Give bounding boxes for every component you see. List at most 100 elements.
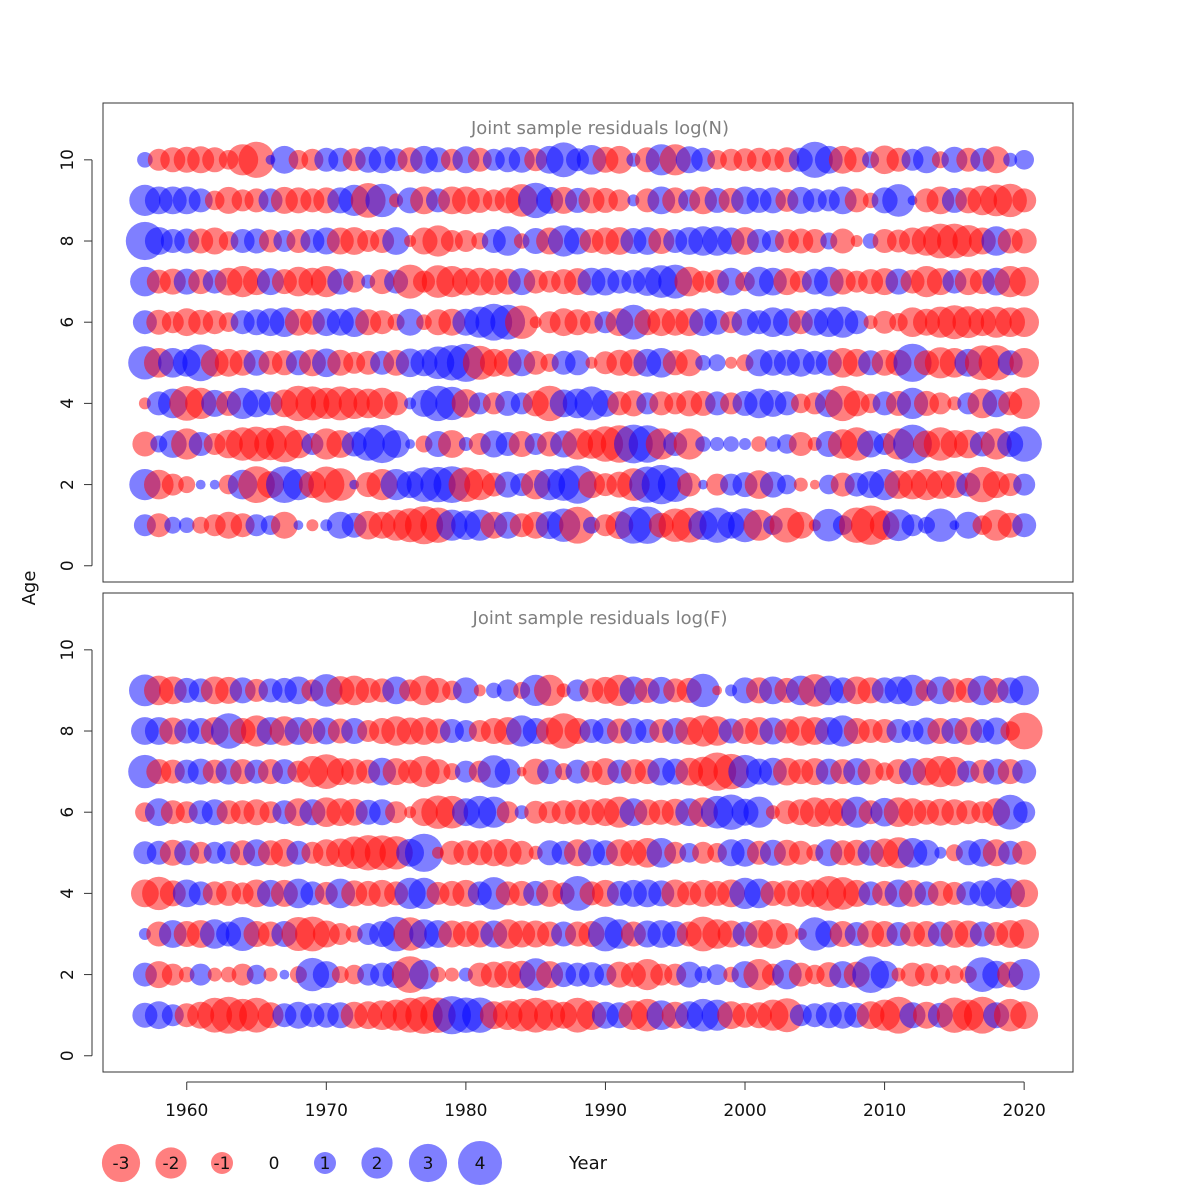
legend-bubble <box>211 1152 233 1174</box>
y-tick-label: 10 <box>58 639 78 661</box>
y-tick-label: 8 <box>58 726 78 737</box>
bubble-age-6-year-1983 <box>496 801 519 824</box>
legend-label: -2 <box>163 1154 180 1174</box>
bubble-age-5-year-1998 <box>708 354 726 372</box>
bubble-age-2-year-1962 <box>207 967 222 982</box>
bubble-age-2-year-1962 <box>209 479 220 490</box>
panel-frame <box>102 102 1074 583</box>
legend-label: -1 <box>214 1154 231 1174</box>
bubble-age-3-year-1971 <box>329 923 352 945</box>
bubble-age-2-year-2015 <box>945 965 964 984</box>
bubble-age-6-year-2010 <box>873 310 897 334</box>
bubble-age-9-year-1986 <box>534 674 566 707</box>
bubble-age-5-year-1997 <box>692 841 715 864</box>
bubble-age-5-year-2014 <box>934 846 947 859</box>
bubble-age-4-year-2008 <box>843 390 870 417</box>
legend-label: 2 <box>372 1154 383 1174</box>
bubble-age-4-year-1975 <box>384 391 409 416</box>
legend-label: 1 <box>320 1154 331 1174</box>
bubble-age-9-year-2011 <box>882 184 915 217</box>
bubble-age-8-year-2008 <box>850 235 863 247</box>
bubble-age-2-year-1996 <box>677 472 702 497</box>
bubble-age-6-year-2020 <box>1013 801 1036 824</box>
bubble-age-2-year-1960 <box>178 476 196 494</box>
bubble-age-8-year-1962 <box>201 227 229 255</box>
bubble-age-2-year-1997 <box>698 479 708 490</box>
bubble-age-3-year-2020 <box>1006 426 1042 462</box>
bubble-age-10-year-2018 <box>982 146 1010 174</box>
bubble-age-8-year-2007 <box>830 228 856 254</box>
bubble-age-9-year-1974 <box>365 183 399 218</box>
legend-label: 0 <box>269 1154 280 1174</box>
bubble-age-1-year-1988 <box>559 506 596 544</box>
bubble-age-3-year-1999 <box>723 436 739 452</box>
bubble-age-2-year-1978 <box>430 966 446 983</box>
bubble-age-6-year-2020 <box>1009 307 1039 338</box>
bubble-age-2-year-2010 <box>870 960 899 989</box>
bubble-age-2-year-1964 <box>231 963 254 986</box>
bubble-age-1-year-2004 <box>787 511 815 539</box>
legend-bubble <box>408 1143 448 1183</box>
x-tick-label: 1980 <box>444 1101 487 1121</box>
bubble-age-8-year-1980 <box>454 230 477 252</box>
bubble-age-3-year-1997 <box>695 436 711 452</box>
bubble-age-9-year-2008 <box>844 188 869 213</box>
x-tick-label: 1990 <box>584 1101 627 1121</box>
legend-bubble <box>314 1152 336 1174</box>
bubble-age-10-year-2019 <box>1003 152 1018 167</box>
bubble-age-5-year-2013 <box>913 839 940 866</box>
panel-title: Joint sample residuals log(F) <box>472 608 728 629</box>
x-tick-label: 1970 <box>305 1101 348 1121</box>
bubble-age-10-year-1991 <box>605 145 634 174</box>
bubble-age-2-year-1971 <box>331 966 349 984</box>
bubble-age-9-year-1983 <box>496 679 519 702</box>
bubble-age-4-year-2020 <box>1010 879 1039 908</box>
bubble-age-1-year-2001 <box>743 509 775 541</box>
y-tick-label: 2 <box>58 969 78 980</box>
bubble-age-2-year-2002 <box>759 471 786 498</box>
legend-bubble <box>361 1147 393 1179</box>
bubble-age-7-year-2020 <box>1012 759 1037 784</box>
panel-frame <box>102 592 1074 1073</box>
bubble-age-5-year-1997 <box>695 355 711 371</box>
bubble-age-8-year-1975 <box>382 227 410 255</box>
bubble-age-2-year-1965 <box>246 964 267 985</box>
bubble-age-5-year-2004 <box>788 840 813 865</box>
bubble-age-1-year-1959 <box>164 516 182 534</box>
bubble-age-5-year-1995 <box>664 841 687 864</box>
y-tick-label: 10 <box>58 149 78 171</box>
bubble-age-2-year-2014 <box>930 964 951 985</box>
bubble-age-1-year-1968 <box>293 520 304 531</box>
panel-title: Joint sample residuals log(N) <box>470 118 729 139</box>
bubble-age-2-year-2020 <box>1008 959 1040 991</box>
bubble-age-2-year-2004 <box>793 477 808 492</box>
bubble-age-2-year-1979 <box>444 967 459 982</box>
bubble-age-6-year-1985 <box>529 316 542 329</box>
x-tick-label: 2020 <box>1003 1101 1046 1121</box>
bubble-age-3-year-1998 <box>710 437 725 451</box>
x-axis-title: Year <box>568 1153 608 1174</box>
bubble-age-1-year-1965 <box>245 514 268 537</box>
bubble-age-7-year-1999 <box>717 267 745 296</box>
y-tick-label: 4 <box>58 888 78 899</box>
bubble-age-5-year-2020 <box>1012 840 1037 865</box>
y-axis: 0 2 4 6 8 10 <box>58 639 93 1061</box>
bubble-age-6-year-1975 <box>385 801 408 824</box>
bubble-age-5-year-1977 <box>404 833 444 872</box>
y-axis: 0 2 4 6 8 10 <box>58 149 93 571</box>
legend-label: 3 <box>423 1154 434 1174</box>
legend-bubble <box>458 1141 502 1185</box>
y-tick-label: 6 <box>58 807 78 818</box>
bubble-age-2-year-1967 <box>279 969 290 980</box>
x-tick-label: 2000 <box>723 1101 766 1121</box>
bubble-age-7-year-2009 <box>857 758 884 785</box>
bubble-age-6-year-2008 <box>844 310 869 335</box>
bubble-age-9-year-1981 <box>473 684 486 697</box>
bubble-age-5-year-1985 <box>523 350 548 375</box>
bubble-age-6-year-1984 <box>505 305 539 339</box>
bubble-age-6-year-1974 <box>370 310 395 335</box>
legend-bubble <box>155 1147 187 1179</box>
legend-label: 4 <box>475 1154 486 1174</box>
bubble-age-6-year-2001 <box>743 796 775 828</box>
bubble-age-2-year-2004 <box>788 962 813 987</box>
